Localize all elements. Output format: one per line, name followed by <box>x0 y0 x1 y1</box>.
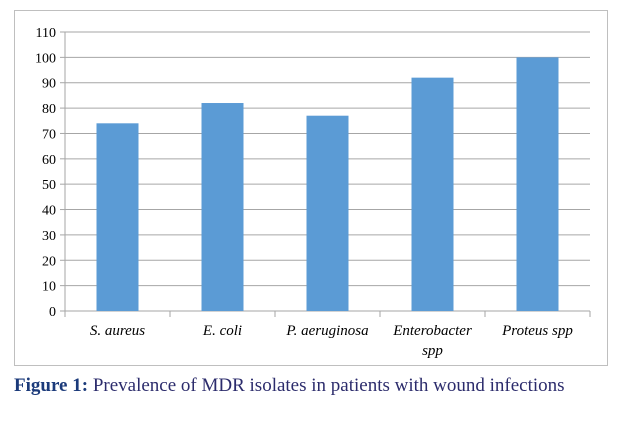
y-tick-label: 50 <box>42 178 56 193</box>
bar-p-aeruginosa <box>306 115 349 311</box>
y-tick-label: 40 <box>42 204 56 219</box>
figure-caption: Figure 1: Prevalence of MDR isolates in … <box>14 372 596 399</box>
bar-s-aureus <box>96 123 139 312</box>
bar-enterobacter-spp <box>411 77 454 312</box>
x-category-label: Enterobacter spp <box>392 323 472 359</box>
y-tick-label: 70 <box>42 127 56 142</box>
x-category-label-line: Proteus spp <box>501 323 573 339</box>
x-category-label: S. aureus <box>90 323 145 339</box>
x-category-label-line: P. aeruginosa <box>285 323 368 339</box>
x-category-label-line: S. aureus <box>90 323 145 339</box>
y-tick-label: 90 <box>42 77 56 92</box>
chart-area: 0 10 20 30 40 50 60 70 80 90 100 110 S. aureus E. col… <box>14 10 608 366</box>
x-category-label: E. coli <box>202 323 242 339</box>
figure-caption-text: Prevalence of MDR isolates in patients w… <box>88 375 565 396</box>
x-category-label-line: E. coli <box>202 323 242 339</box>
bar-proteus-spp <box>516 57 559 312</box>
y-tick-label: 20 <box>42 254 56 269</box>
y-tick-label: 0 <box>49 305 56 320</box>
x-category-label-line: spp <box>422 343 443 359</box>
bar-chart: 0 10 20 30 40 50 60 70 80 90 100 110 S. aureus E. col… <box>35 26 591 359</box>
y-tick-label: 100 <box>35 51 56 66</box>
x-category-label-line: Enterobacter <box>392 323 472 339</box>
y-tick-label: 110 <box>36 26 56 41</box>
x-category-label: P. aeruginosa <box>285 323 368 339</box>
y-tick-label: 30 <box>42 229 56 244</box>
y-tick-label: 10 <box>42 280 56 295</box>
bar-e-coli <box>201 103 244 311</box>
x-category-label: Proteus spp <box>501 323 573 339</box>
figure-label: Figure 1: <box>14 375 89 396</box>
y-tick-label: 60 <box>42 153 56 168</box>
y-tick-label: 80 <box>42 102 56 117</box>
